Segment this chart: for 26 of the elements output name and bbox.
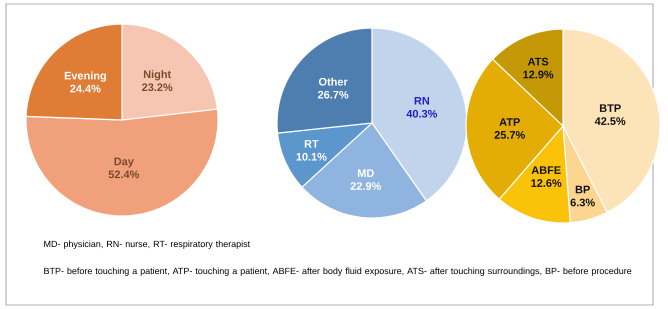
data-label: 42.5%	[594, 117, 626, 125]
text: BTP- before touching a patient, ATP- touching a patient, ABFE- after body fluid exposure, ATS- after touching surroundings, BP- before procedure	[44, 268, 632, 276]
data-label: 26.7%	[318, 90, 348, 99]
slice-label: Day	[114, 158, 134, 168]
slice-label: BP	[576, 186, 590, 194]
data-label: 52.4%	[108, 170, 140, 178]
data-label: 12.6%	[531, 179, 562, 187]
slice-label: RN	[414, 97, 430, 105]
text: MD- physician, RN- nurse, RT- respiratory therapist	[44, 240, 250, 249]
slice-label: Evening	[64, 71, 106, 82]
slice-label: MD	[358, 169, 374, 177]
data-label: 24.4%	[70, 84, 101, 92]
slice-label: ATP	[499, 118, 520, 126]
data-label: 23.2%	[142, 83, 172, 92]
data-label: 6.3%	[570, 198, 595, 206]
data-label: 22.9%	[350, 182, 381, 190]
slice-label: BTP	[600, 104, 621, 112]
slice-label: Other	[318, 78, 348, 86]
slice-label: ABFE	[532, 166, 561, 174]
data-label: 40.3%	[406, 110, 438, 118]
slice-label: RT	[304, 140, 319, 148]
data-label: 10.1%	[296, 152, 327, 161]
slice-label: Night	[144, 70, 172, 80]
slice-label: ATS	[528, 58, 548, 66]
data-label: 12.9%	[523, 70, 554, 78]
data-label: 25.7%	[494, 131, 525, 139]
